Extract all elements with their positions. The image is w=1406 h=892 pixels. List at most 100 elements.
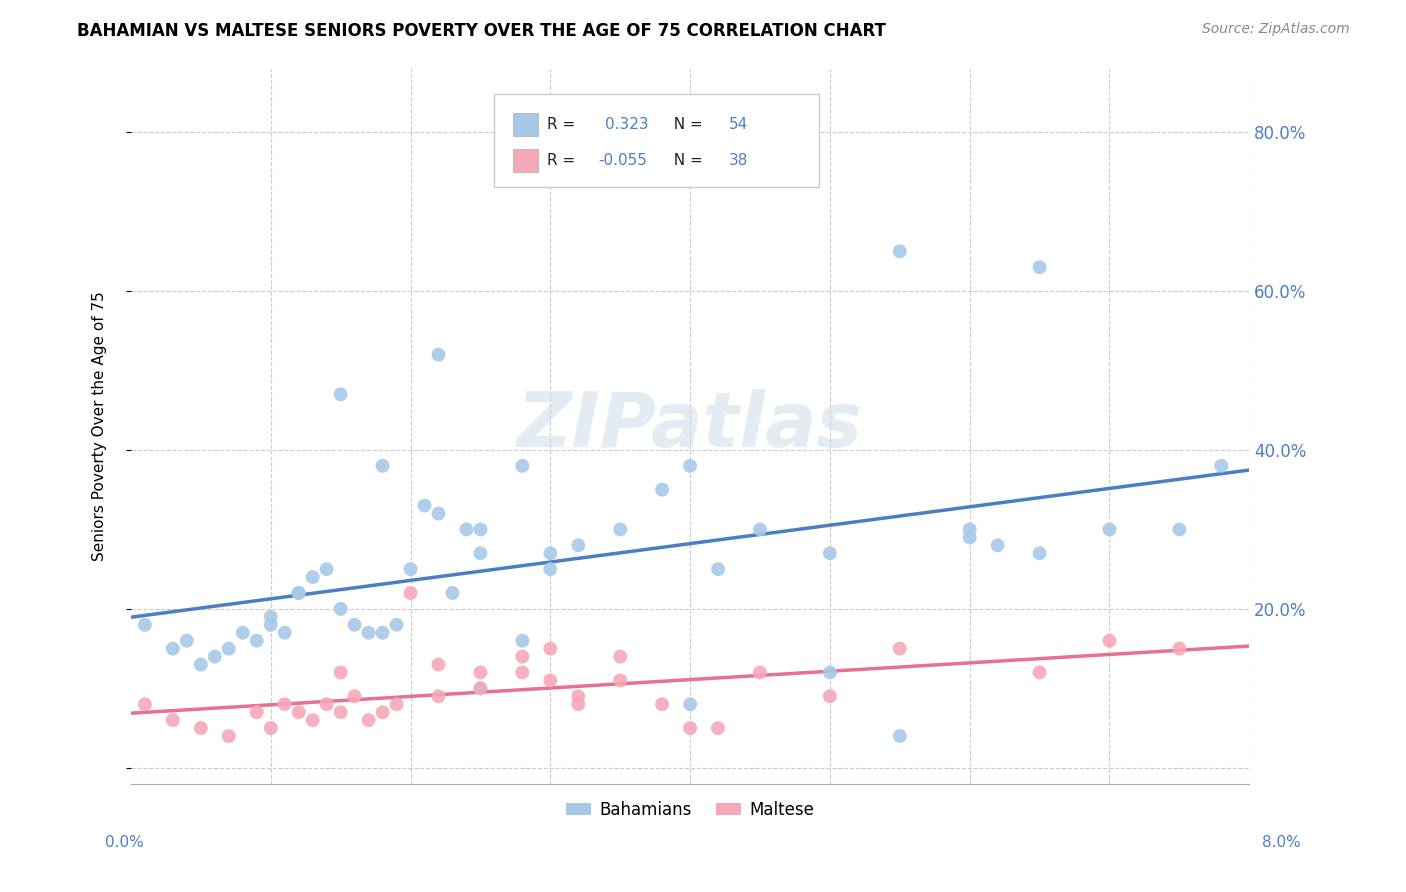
Point (567, 690, 589, 704)
Point (1211, 458, 1233, 473)
Text: BAHAMIAN VS MALTESE SENIORS POVERTY OVER THE AGE OF 75 CORRELATION CHART: BAHAMIAN VS MALTESE SENIORS POVERTY OVER… (77, 22, 886, 40)
Point (399, 586, 422, 600)
Point (232, 625, 254, 640)
Text: R =: R = (547, 153, 581, 168)
Y-axis label: Seniors Poverty Over the Age of 75: Seniors Poverty Over the Age of 75 (93, 292, 107, 561)
Point (749, 665, 772, 680)
Point (329, 602, 352, 616)
Point (567, 698, 589, 712)
Point (190, 721, 212, 735)
Text: 0.0%: 0.0% (105, 836, 145, 850)
Point (818, 690, 841, 704)
Point (679, 721, 702, 735)
Point (329, 387, 352, 401)
Point (749, 523, 772, 537)
Point (609, 523, 631, 537)
Point (889, 641, 911, 656)
Point (470, 681, 492, 696)
Point (651, 698, 673, 712)
Point (889, 729, 911, 743)
Point (538, 562, 561, 576)
Point (707, 562, 730, 576)
Point (357, 625, 380, 640)
Point (343, 617, 366, 632)
Point (889, 244, 911, 259)
Text: N =: N = (665, 118, 709, 132)
Point (441, 586, 464, 600)
Point (567, 538, 589, 552)
Point (315, 698, 337, 712)
Point (1028, 260, 1050, 275)
Point (357, 713, 380, 727)
Point (176, 633, 198, 648)
Point (399, 562, 422, 576)
Point (260, 617, 283, 632)
Text: -0.055: -0.055 (599, 153, 647, 168)
Point (538, 641, 561, 656)
Point (1028, 665, 1050, 680)
Point (959, 530, 981, 544)
Point (512, 665, 534, 680)
Legend: Bahamians, Maltese: Bahamians, Maltese (560, 794, 821, 825)
Point (470, 665, 492, 680)
Text: R =: R = (547, 118, 581, 132)
Point (512, 633, 534, 648)
Text: N =: N = (665, 153, 709, 168)
Point (512, 458, 534, 473)
Point (818, 546, 841, 560)
Point (609, 649, 631, 664)
FancyBboxPatch shape (495, 94, 818, 186)
Point (371, 705, 394, 719)
Point (190, 657, 212, 672)
Point (371, 458, 394, 473)
Text: ZIPatlas: ZIPatlas (517, 389, 863, 463)
Point (301, 570, 323, 584)
Text: Source: ZipAtlas.com: Source: ZipAtlas.com (1202, 22, 1350, 37)
Point (609, 673, 631, 688)
Point (134, 698, 156, 712)
Point (273, 625, 295, 640)
Point (218, 641, 240, 656)
Point (707, 721, 730, 735)
Point (818, 665, 841, 680)
Point (246, 705, 269, 719)
FancyBboxPatch shape (513, 113, 538, 136)
Point (987, 538, 1010, 552)
Text: 54: 54 (730, 118, 748, 132)
Point (470, 681, 492, 696)
Point (427, 507, 450, 521)
Point (470, 523, 492, 537)
Point (385, 698, 408, 712)
Point (1028, 546, 1050, 560)
Point (427, 657, 450, 672)
Point (260, 721, 283, 735)
Point (315, 562, 337, 576)
Point (162, 641, 184, 656)
Point (134, 617, 156, 632)
Point (679, 698, 702, 712)
Point (287, 586, 309, 600)
Point (1168, 641, 1191, 656)
Point (162, 713, 184, 727)
Point (273, 698, 295, 712)
Point (371, 625, 394, 640)
Point (456, 523, 478, 537)
Point (1098, 523, 1121, 537)
Text: 8.0%: 8.0% (1261, 836, 1301, 850)
Point (413, 499, 436, 513)
Point (260, 610, 283, 624)
Text: 38: 38 (730, 153, 748, 168)
Point (218, 729, 240, 743)
Point (329, 705, 352, 719)
Point (512, 649, 534, 664)
Point (329, 665, 352, 680)
Point (427, 690, 450, 704)
Point (651, 483, 673, 497)
Point (679, 458, 702, 473)
Point (343, 690, 366, 704)
Point (385, 617, 408, 632)
Point (959, 523, 981, 537)
Point (287, 586, 309, 600)
Point (1098, 633, 1121, 648)
Point (1168, 523, 1191, 537)
